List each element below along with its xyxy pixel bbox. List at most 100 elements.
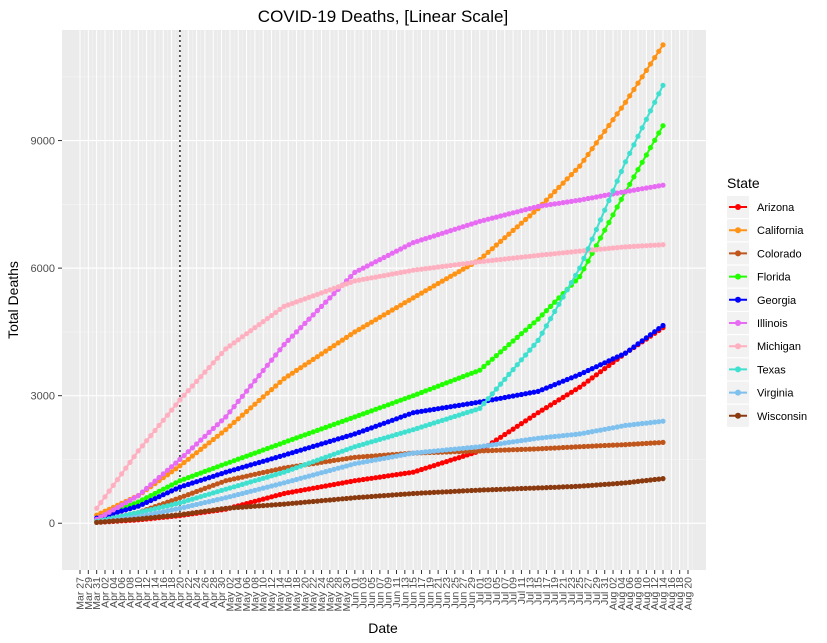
data-point	[656, 326, 662, 332]
data-point	[252, 325, 258, 331]
data-point	[327, 345, 333, 351]
data-point	[198, 437, 204, 443]
data-point	[339, 448, 345, 454]
data-point	[194, 495, 200, 501]
data-point	[364, 494, 370, 500]
data-point	[364, 409, 370, 415]
data-point	[260, 458, 266, 464]
data-point	[302, 362, 308, 368]
data-point	[269, 387, 275, 393]
data-point	[464, 409, 470, 415]
data-point	[435, 383, 441, 389]
data-point	[152, 510, 158, 516]
data-point	[543, 197, 550, 203]
data-point	[368, 439, 375, 445]
data-point	[527, 206, 533, 212]
data-point	[577, 444, 583, 450]
legend-key-point	[735, 273, 741, 280]
data-point	[298, 487, 304, 494]
data-point	[189, 480, 195, 486]
data-point	[335, 420, 341, 426]
data-point	[410, 490, 416, 497]
data-point	[164, 513, 171, 519]
data-point	[622, 244, 629, 250]
data-point	[377, 405, 383, 411]
data-point	[498, 441, 504, 447]
data-point	[652, 242, 658, 248]
data-point	[406, 451, 412, 457]
data-point	[639, 159, 645, 165]
data-point	[273, 455, 279, 461]
data-point	[260, 319, 266, 325]
data-point	[202, 485, 208, 491]
data-point	[568, 198, 575, 204]
data-point	[652, 440, 658, 446]
data-point	[231, 419, 237, 425]
data-point	[389, 433, 395, 439]
x-tick-label: Aug 08	[633, 577, 645, 610]
data-point	[252, 498, 258, 504]
data-point	[239, 504, 245, 510]
data-point	[489, 487, 495, 493]
data-point	[402, 452, 408, 458]
data-point	[343, 495, 350, 502]
data-point	[585, 258, 591, 264]
data-point	[393, 472, 400, 478]
data-point	[285, 438, 291, 444]
data-point	[552, 308, 558, 315]
data-point	[210, 436, 216, 443]
data-point	[281, 439, 287, 445]
data-point	[414, 490, 420, 496]
data-point	[402, 300, 408, 306]
data-point	[260, 394, 266, 400]
data-point	[523, 352, 529, 358]
data-point	[473, 407, 479, 413]
data-point	[443, 229, 450, 235]
data-point	[548, 251, 554, 257]
data-point	[131, 510, 137, 517]
x-tick-label: Jul 23	[566, 577, 578, 605]
data-point	[622, 99, 629, 105]
data-point	[627, 150, 633, 156]
data-point	[593, 372, 600, 378]
data-point	[573, 373, 579, 379]
data-point	[656, 183, 662, 189]
data-point	[393, 399, 400, 405]
data-point	[506, 255, 512, 262]
data-point	[523, 327, 529, 333]
data-point	[518, 254, 525, 260]
data-point	[298, 297, 304, 303]
data-point	[144, 495, 150, 501]
data-point	[177, 484, 183, 490]
data-point	[556, 380, 562, 386]
data-point	[539, 407, 545, 413]
data-point	[185, 388, 191, 394]
data-point	[348, 432, 354, 438]
data-point	[502, 256, 508, 262]
data-point	[219, 471, 225, 477]
data-point	[427, 285, 433, 291]
data-point	[239, 481, 245, 487]
data-point	[260, 367, 266, 374]
data-point	[622, 442, 629, 448]
data-point	[381, 312, 387, 318]
data-point	[452, 271, 458, 277]
data-point	[269, 468, 275, 474]
data-point	[135, 448, 141, 454]
data-point	[298, 500, 304, 506]
data-point	[235, 504, 241, 510]
data-point	[135, 499, 141, 505]
data-point	[239, 474, 245, 480]
data-point	[502, 447, 508, 453]
data-point	[635, 167, 641, 173]
data-point	[635, 341, 641, 347]
data-point	[273, 482, 279, 488]
data-point	[656, 419, 662, 425]
data-point	[173, 480, 179, 486]
data-point	[589, 443, 595, 449]
data-point	[660, 476, 666, 482]
data-point	[418, 490, 425, 496]
data-point	[618, 442, 625, 448]
data-point	[398, 452, 404, 458]
data-point	[489, 215, 495, 221]
